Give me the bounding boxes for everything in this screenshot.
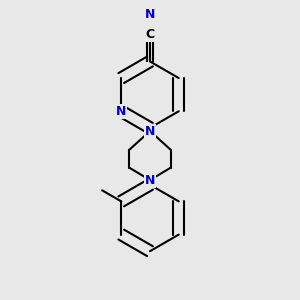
Text: N: N [145,173,155,187]
Text: N: N [145,124,155,137]
Text: N: N [145,8,155,20]
Text: C: C [146,28,154,41]
Text: N: N [116,105,126,118]
